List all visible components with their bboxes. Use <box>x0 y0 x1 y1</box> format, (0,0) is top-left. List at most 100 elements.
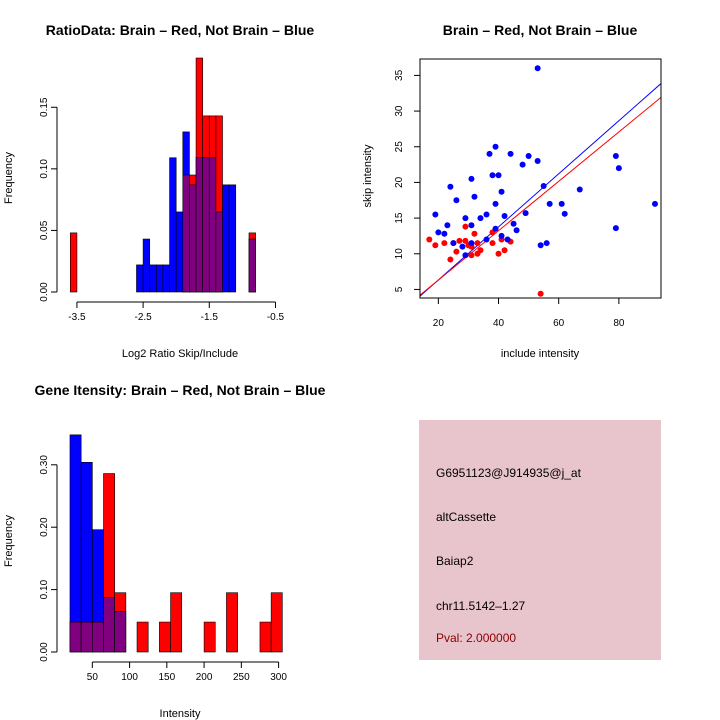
scatter-point <box>426 236 433 243</box>
intensity-histogram-panel: Gene Itensity: Brain – Red, Not Brain – … <box>3 382 326 720</box>
scatter-point <box>498 232 505 239</box>
intensity-histogram-bars <box>69 434 283 653</box>
histogram-bar <box>159 621 171 653</box>
histogram-overlap-bar <box>208 157 217 293</box>
scatter-point <box>468 175 475 182</box>
x-tick-label: 40 <box>493 318 505 329</box>
scatter-title: Brain – Red, Not Brain – Blue <box>443 22 638 38</box>
histogram-bar <box>226 592 238 653</box>
fit-line <box>420 97 661 296</box>
y-tick-label: 0.00 <box>39 642 50 662</box>
ratio-histogram-xlabel: Log2 Ratio Skip/Include <box>122 348 238 360</box>
histogram-overlap-bar <box>114 611 127 653</box>
y-tick-label: 0.20 <box>39 517 50 537</box>
scatter-point <box>447 256 454 263</box>
scatter-point <box>462 252 469 259</box>
y-tick-label: 0.05 <box>39 220 50 240</box>
scatter-point <box>615 165 622 172</box>
scatter-point <box>477 247 484 254</box>
scatter-point <box>453 197 460 204</box>
scatter-point <box>462 215 469 222</box>
intensity-histogram-xlabel: Intensity <box>160 708 201 720</box>
scatter-point <box>435 229 442 236</box>
y-tick-label: 30 <box>394 105 405 117</box>
pval-text: Pval: 2.000000 <box>436 631 516 645</box>
scatter-point <box>432 211 439 218</box>
x-tick-label: 300 <box>270 672 287 683</box>
scatter-point <box>546 200 553 207</box>
scatter-point <box>498 188 505 195</box>
histogram-overlap-bar <box>248 238 256 293</box>
histogram-overlap-bar <box>202 157 210 293</box>
histogram-bar <box>149 264 157 293</box>
scatter-point <box>612 225 619 232</box>
histogram-bar <box>156 264 164 293</box>
scatter-point <box>543 240 550 247</box>
scatter-point <box>561 210 568 217</box>
scatter-point <box>492 200 499 207</box>
scatter-ylabel: skip intensity <box>362 144 374 207</box>
histogram-bar <box>142 238 151 293</box>
histogram-bar <box>169 157 177 293</box>
histogram-overlap-bar <box>182 174 190 293</box>
gene-name-text: Baiap2 <box>436 554 474 568</box>
ratio-histogram-title: RatioData: Brain – Red, Not Brain – Blue <box>46 22 315 38</box>
histogram-bar <box>162 264 170 293</box>
histogram-bar <box>222 184 230 293</box>
intensity-histogram-axes: 50 100 150 200 250 300 0.00 0.10 0.20 0.30 <box>39 455 287 683</box>
scatter-point <box>507 150 514 157</box>
scatter-plot-area: 20 40 60 80 5 10 15 20 25 30 35 <box>394 58 662 329</box>
histogram-bar <box>203 621 216 653</box>
x-tick-label: 80 <box>613 318 625 329</box>
histogram-overlap-bar <box>195 157 203 293</box>
scatter-point <box>432 242 439 249</box>
histogram-overlap-bar <box>69 621 82 653</box>
y-tick-label: 25 <box>394 141 405 153</box>
intensity-histogram-ylabel: Frequency <box>3 515 15 567</box>
scatter-point <box>537 242 544 249</box>
info-panel-background <box>419 420 661 660</box>
scatter-point <box>468 252 475 259</box>
scatter-point <box>483 236 490 243</box>
histogram-bar <box>136 621 149 653</box>
histogram-bar <box>70 232 78 293</box>
x-tick-label: 250 <box>233 672 250 683</box>
plot-frame <box>419 58 662 299</box>
scatter-point <box>492 143 499 150</box>
x-tick-label: 100 <box>121 672 138 683</box>
scatter-point <box>519 161 526 168</box>
scatter-point <box>525 153 532 160</box>
y-tick-label: 5 <box>394 286 405 292</box>
intensity-histogram-title: Gene Itensity: Brain – Red, Not Brain – … <box>35 382 326 398</box>
scatter-point <box>453 248 460 255</box>
x-tick-label: -1.5 <box>201 312 219 323</box>
histogram-bar <box>136 264 144 293</box>
x-tick-label: 200 <box>196 672 213 683</box>
scatter-point <box>471 230 478 237</box>
scatter-point <box>489 240 496 247</box>
scatter-point <box>456 237 463 244</box>
x-tick-label: 20 <box>433 318 445 329</box>
scatter-panel: Brain – Red, Not Brain – Blue 20 40 60 80 5 1… <box>362 22 662 360</box>
scatter-point <box>462 223 469 230</box>
scatter-xlabel: include intensity <box>501 348 580 360</box>
scatter-point <box>522 210 529 217</box>
histogram-bar <box>270 592 283 653</box>
y-tick-label: 15 <box>394 212 405 224</box>
y-tick-label: 0.15 <box>39 97 50 117</box>
scatter-point <box>441 230 448 237</box>
scatter-point <box>486 150 493 157</box>
scatter-point <box>495 172 502 179</box>
scatter-point <box>534 65 541 72</box>
histogram-overlap-bar <box>189 184 197 293</box>
scatter-point <box>534 158 541 165</box>
x-tick-label: -3.5 <box>68 312 86 323</box>
histogram-bar <box>228 184 237 293</box>
scatter-point <box>510 220 517 227</box>
scatter-point <box>483 211 490 218</box>
x-tick-label: 150 <box>158 672 175 683</box>
scatter-point <box>468 240 475 247</box>
scatter-point <box>540 182 547 189</box>
scatter-point <box>612 153 619 160</box>
